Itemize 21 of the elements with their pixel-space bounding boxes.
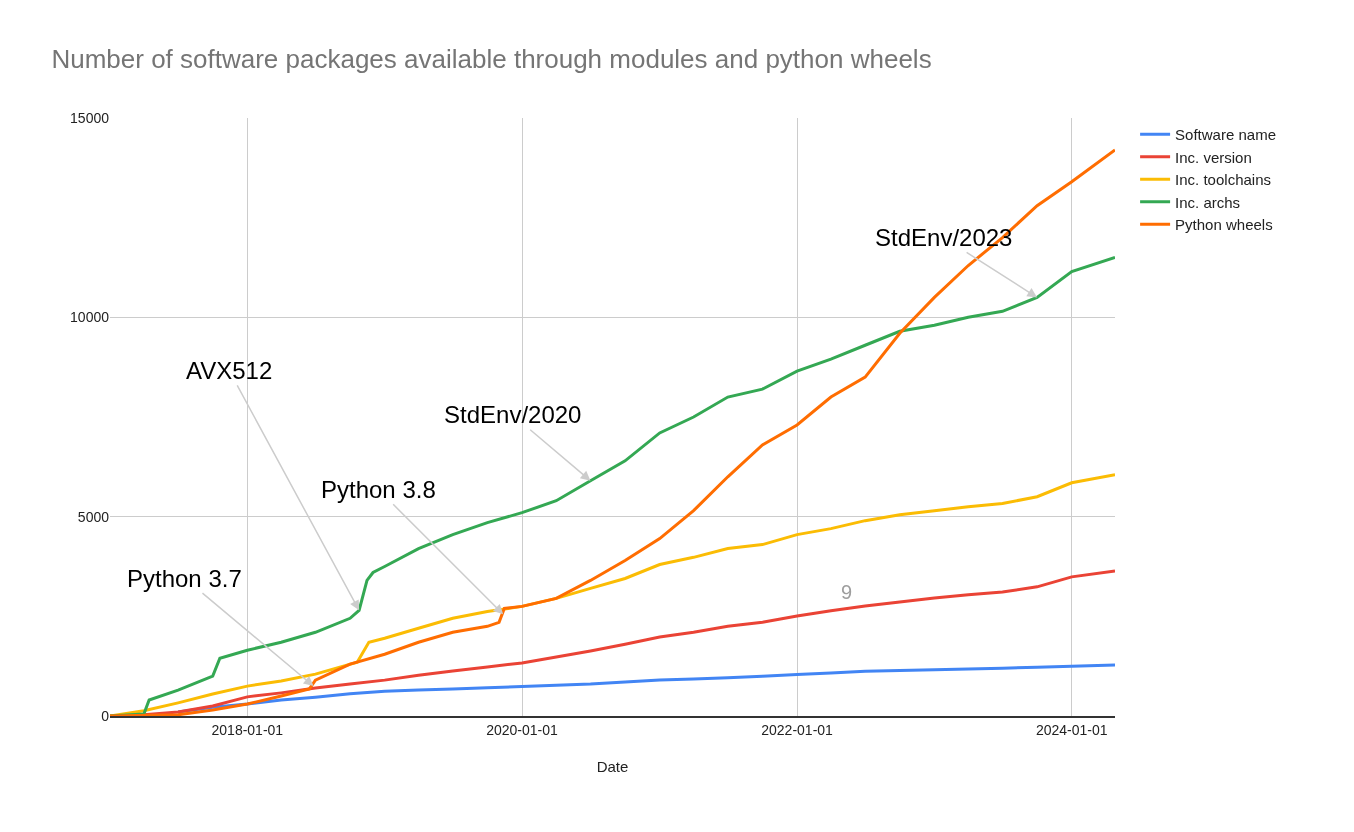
y-tick-label: 0 xyxy=(101,707,110,724)
legend-label: Inc. version xyxy=(1175,148,1252,166)
annotation: Python 3.7 xyxy=(127,565,242,592)
x-axis-title: Date xyxy=(596,758,629,776)
annotation: StdEnv/2020 xyxy=(444,401,582,428)
annotation: Python 3.8 xyxy=(321,476,436,503)
x-tick-label: 2022-01-01 xyxy=(761,721,834,738)
annotation: 9 xyxy=(841,581,853,603)
y-tick-label: 5000 xyxy=(77,508,110,525)
legend-label: Python wheels xyxy=(1175,216,1273,234)
line-series xyxy=(110,148,1115,716)
legend-label: Inc. toolchains xyxy=(1175,171,1271,189)
x-tick-label: 2020-01-01 xyxy=(486,721,559,738)
x-tick-label: 2018-01-01 xyxy=(211,721,284,738)
y-tick-label: 15000 xyxy=(70,109,110,126)
y-tick-label: 10000 xyxy=(70,309,110,326)
legend-label: Inc. archs xyxy=(1175,193,1241,211)
chart-title: Number of software packages available through modules and python wheels xyxy=(51,44,932,75)
x-tick-label: 2024-01-01 xyxy=(1035,721,1108,738)
legend-label: Software name xyxy=(1175,126,1276,144)
annotation: AVX512 xyxy=(186,357,273,384)
